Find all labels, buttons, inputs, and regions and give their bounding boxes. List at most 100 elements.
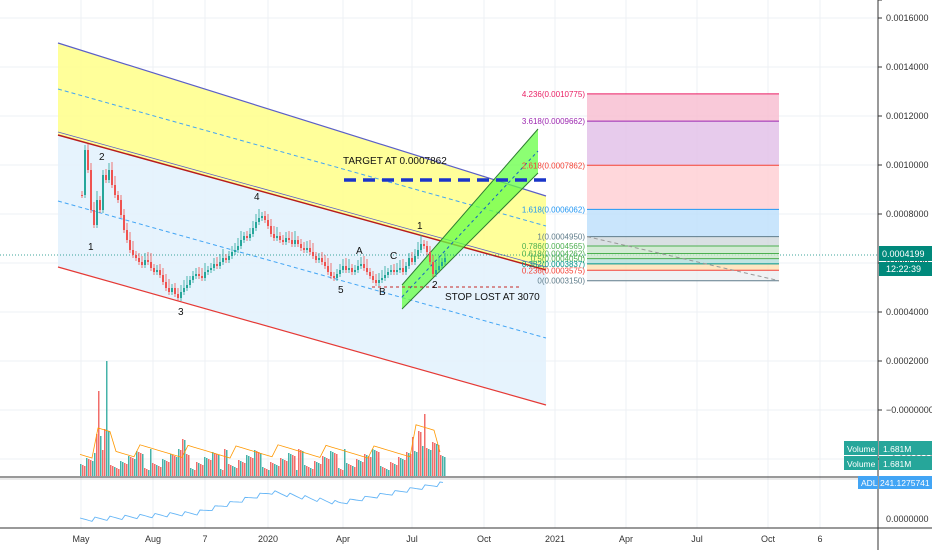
volume-bar [382, 467, 384, 476]
fib-level-label: 0.382(0.0003837) [522, 260, 586, 269]
volume-bar [176, 457, 178, 476]
volume-bar [240, 461, 242, 476]
volume-bar [236, 468, 238, 476]
volume-bar [182, 439, 184, 476]
volume-bar [390, 462, 392, 476]
volume-bar [282, 459, 284, 476]
volume-bar [166, 461, 168, 476]
volume-bar [130, 457, 132, 476]
volume-bar [284, 460, 286, 476]
current-price-label: 0.0004199 [882, 249, 925, 259]
volume-bar [252, 458, 254, 476]
volume-bar [442, 456, 444, 476]
volume-bar [322, 456, 324, 476]
candle-body [312, 252, 314, 256]
volume-bar [242, 462, 244, 476]
candle-body [345, 266, 347, 270]
wave-label: C [390, 251, 397, 262]
volume-bar [304, 465, 306, 476]
volume-bar [422, 446, 424, 476]
candle-body [171, 288, 173, 292]
candle-body [354, 270, 356, 272]
time-axis[interactable]: May Aug 7 2020 Apr Jul Oct 2021 Apr Jul Oct 6 [72, 534, 822, 544]
candle-body [315, 256, 317, 260]
volume-bar [162, 459, 164, 476]
candle-body [228, 256, 230, 260]
candle-body [294, 240, 296, 244]
candle-body [375, 280, 377, 283]
volume-bar [114, 467, 116, 476]
volume-bar [296, 470, 298, 476]
volume-bar [410, 454, 412, 476]
candle-body [174, 288, 176, 294]
volume-bar [138, 452, 140, 476]
countdown-badge [879, 262, 932, 276]
volume-bar [320, 464, 322, 476]
candle-body [426, 246, 428, 252]
price-tick-label: −0.0004000 [886, 0, 932, 2]
candle-body [186, 285, 188, 288]
candle-body [363, 264, 365, 268]
volume-label-bg [844, 441, 878, 455]
volume-bar [316, 462, 318, 476]
candle-body [231, 252, 233, 256]
candle-body [279, 236, 281, 240]
volume-bar [366, 455, 368, 476]
candle-body [114, 185, 116, 195]
candle-body [369, 272, 371, 276]
candle-body [420, 244, 422, 250]
candle-body [360, 264, 362, 266]
volume-bar [160, 467, 162, 476]
candle-body [81, 195, 83, 196]
volume-bar [92, 461, 94, 476]
price-axis[interactable]: 0.0016000 0.0014000 0.0012000 0.0010000 0.00… [878, 0, 932, 464]
volume-bar [346, 463, 348, 476]
volume-bar [294, 456, 296, 476]
volume-bar [436, 444, 438, 476]
volume-bar [174, 456, 176, 476]
volume-bar [312, 469, 314, 476]
volume-bar [190, 468, 192, 476]
volume-bar [222, 470, 224, 476]
volume-bar [234, 467, 236, 476]
volume-bar [268, 470, 270, 476]
volume-bar [256, 451, 258, 476]
volume-ma-line [79, 424, 441, 459]
volume-bar [412, 437, 414, 476]
fib-band [587, 258, 779, 264]
volume-bar [374, 450, 376, 476]
volume-bar [100, 436, 102, 476]
volume-bar [150, 449, 152, 476]
volume-bar [290, 454, 292, 476]
volume-bar [200, 464, 202, 476]
fib-band [587, 253, 779, 259]
candle-body [390, 270, 392, 272]
volume-bar [106, 361, 108, 476]
volume-bar [344, 449, 346, 476]
price-tick-label: 0.0016000 [886, 13, 929, 23]
volume-bar [104, 429, 106, 476]
candle-body [198, 274, 200, 276]
candle-body [270, 226, 272, 234]
volume-bar [156, 465, 158, 476]
volume-bar [348, 464, 350, 476]
volume-bar [276, 465, 278, 476]
volume-bar [292, 455, 294, 476]
volume-bar [318, 463, 320, 476]
adl-line [79, 481, 444, 522]
candle-body [429, 252, 431, 262]
volume-bar [214, 453, 216, 476]
candle-body [84, 150, 86, 195]
volume-bar [254, 450, 256, 476]
volume-bar [210, 460, 212, 476]
volume-bar [158, 466, 160, 476]
candle-body [339, 270, 341, 274]
volume-bar [424, 414, 426, 476]
candle-body [117, 195, 119, 200]
fib-band [587, 246, 779, 254]
candle-body [291, 240, 293, 244]
volume-bar [362, 462, 364, 476]
volume-bar [118, 469, 120, 476]
time-tick-label: Apr [336, 534, 350, 544]
